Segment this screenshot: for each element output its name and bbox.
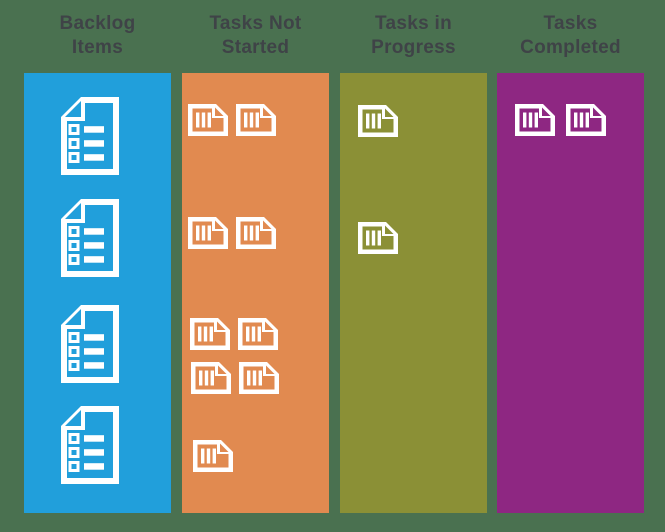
header-line: Started xyxy=(221,37,290,58)
header-line: Progress xyxy=(371,37,456,58)
card-group xyxy=(193,440,233,472)
column-tasks-in-progress xyxy=(340,73,487,513)
task-card-icon xyxy=(236,104,276,136)
card-group xyxy=(358,222,398,254)
task-card-icon xyxy=(193,440,233,472)
column-header-tasks-in-progress: Tasks in Progress xyxy=(340,12,487,60)
header-line: Tasks Not xyxy=(209,13,302,34)
task-card-icon xyxy=(239,362,279,394)
checklist-document-icon xyxy=(61,199,119,277)
header-line: Tasks xyxy=(543,13,598,34)
card-group xyxy=(61,199,119,277)
task-card-icon xyxy=(190,318,230,350)
card-group xyxy=(191,362,279,394)
task-card-icon xyxy=(236,217,276,249)
header-line: Backlog xyxy=(59,13,136,34)
card-group xyxy=(61,305,119,383)
task-card-icon xyxy=(188,217,228,249)
card-group xyxy=(190,318,278,350)
header-line: Items xyxy=(71,37,124,58)
card-group xyxy=(515,104,606,136)
column-header-tasks-completed: Tasks Completed xyxy=(497,12,644,60)
task-card-icon xyxy=(358,222,398,254)
card-group xyxy=(188,217,276,249)
task-card-icon xyxy=(188,104,228,136)
column-tasks-completed xyxy=(497,73,644,513)
column-header-tasks-not-started: Tasks Not Started xyxy=(182,12,329,60)
card-group xyxy=(61,406,119,484)
checklist-document-icon xyxy=(61,97,119,175)
task-card-icon xyxy=(358,105,398,137)
task-card-icon xyxy=(191,362,231,394)
column-tasks-not-started xyxy=(182,73,329,513)
card-group xyxy=(188,104,276,136)
task-card-icon xyxy=(515,104,555,136)
header-line: Completed xyxy=(520,37,621,58)
task-card-icon xyxy=(238,318,278,350)
column-backlog-items xyxy=(24,73,171,513)
header-line: Tasks in xyxy=(374,13,453,34)
checklist-document-icon xyxy=(61,305,119,383)
task-card-icon xyxy=(566,104,606,136)
card-group xyxy=(358,105,398,137)
column-header-backlog-items: Backlog Items xyxy=(24,12,171,60)
checklist-document-icon xyxy=(61,406,119,484)
card-group xyxy=(61,97,119,175)
